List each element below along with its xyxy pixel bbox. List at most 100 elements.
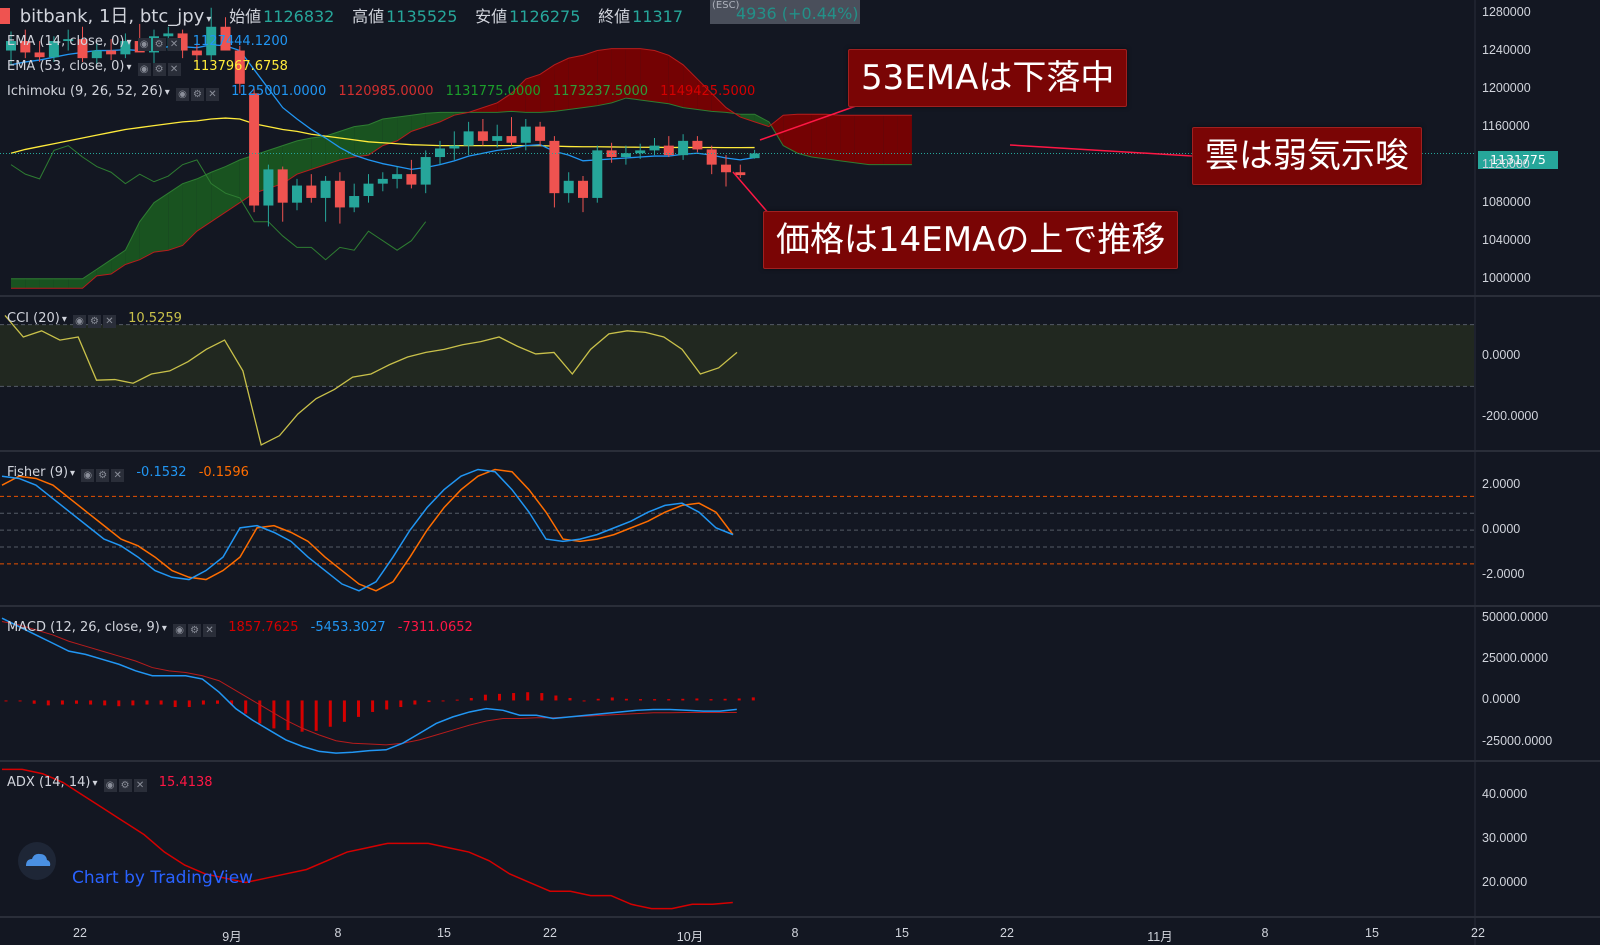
close-icon[interactable]: ✕ xyxy=(111,469,125,482)
candle-body xyxy=(91,50,102,59)
eye-icon[interactable]: ◉ xyxy=(81,469,95,482)
y-tick-label: 1200000 xyxy=(1482,80,1531,95)
symbol-dropdown-icon[interactable]: ▾ xyxy=(206,14,212,25)
ichimoku-cloud-segment xyxy=(511,79,526,113)
esc-label: (ESC) xyxy=(712,0,740,11)
macd-signal-line xyxy=(1,621,737,746)
legend-ema53[interactable]: EMA (53, close, 0) ▾ ◉ ⚙ ✕ 1137967.6758 xyxy=(7,59,288,76)
cloud-icon xyxy=(26,853,51,866)
cci-dropdown-icon[interactable]: ▾ xyxy=(61,314,67,325)
macd-histogram-bar xyxy=(385,700,389,710)
close-icon[interactable]: ✕ xyxy=(167,38,181,51)
ichimoku-value-2: 1120985.0000 xyxy=(338,84,434,99)
macd-histogram-bar xyxy=(145,700,149,705)
open-value: 1126832 xyxy=(263,7,335,26)
close-icon[interactable]: ✕ xyxy=(133,779,147,792)
legend-cci[interactable]: CCI (20) ▾ ◉ ⚙ ✕ 10.5259 xyxy=(7,311,182,328)
ichimoku-cloud-segment xyxy=(554,58,569,112)
macd-histogram-bar xyxy=(18,700,22,702)
annotation-price[interactable]: 価格は14EMAの上で推移 xyxy=(763,211,1179,269)
candle-body xyxy=(735,172,746,176)
esc-overlay[interactable]: (ESC) 4936 (+0.44%) xyxy=(710,0,860,24)
candle-body xyxy=(306,185,317,198)
ema53-dropdown-icon[interactable]: ▾ xyxy=(126,62,132,73)
macd-histogram-bar xyxy=(427,700,431,703)
macd-histogram-bar xyxy=(469,697,473,701)
macd-histogram-bar xyxy=(357,700,360,717)
close-icon[interactable]: ✕ xyxy=(167,63,181,76)
close-value: 11317 xyxy=(632,7,684,26)
y-tick-label: 20.0000 xyxy=(1482,874,1528,889)
macd-histogram-bar xyxy=(272,700,276,729)
ichimoku-cloud-segment xyxy=(768,115,784,146)
gear-icon[interactable]: ⚙ xyxy=(118,779,132,792)
macd-histogram-bar xyxy=(117,700,121,707)
symbol-label[interactable]: bitbank, 1日, btc_jpy xyxy=(19,6,205,27)
x-tick-label: 10月 xyxy=(676,930,704,944)
eye-icon[interactable]: ◉ xyxy=(72,315,86,328)
tradingview-logo[interactable] xyxy=(18,842,56,880)
candle-body xyxy=(449,145,460,149)
legend-ema14[interactable]: EMA (14, close, 0) ▾ ◉ ⚙ ✕ 1127444.1200 xyxy=(7,34,288,51)
candle-body xyxy=(77,39,88,59)
candle-body xyxy=(635,150,646,154)
ichimoku-cloud-segment xyxy=(540,64,555,113)
legend-adx[interactable]: ADX (14, 14) ▾ ◉ ⚙ ✕ 15.4138 xyxy=(7,775,213,792)
eye-icon[interactable]: ◉ xyxy=(137,63,151,76)
legend-ichimoku[interactable]: Ichimoku (9, 26, 52, 26) ▾ ◉ ⚙ ✕ 1125001.00… xyxy=(7,84,755,101)
ichimoku-cloud-segment xyxy=(125,221,140,265)
gear-icon[interactable]: ⚙ xyxy=(96,469,110,482)
fisher-trigger-line xyxy=(1,468,734,592)
annotation-price-pointer xyxy=(732,171,771,216)
x-tick-label: 15 xyxy=(437,926,451,940)
close-icon[interactable]: ✕ xyxy=(102,315,116,328)
ichimoku-cloud-segment xyxy=(68,278,83,289)
close-icon[interactable]: ✕ xyxy=(205,88,219,101)
ichimoku-cloud-segment xyxy=(225,159,240,213)
gear-icon[interactable]: ⚙ xyxy=(152,63,166,76)
ichimoku-cloud-segment xyxy=(211,166,226,222)
candle-body xyxy=(435,148,445,158)
span-b-line xyxy=(11,48,912,289)
low-value: 1126275 xyxy=(509,7,581,26)
ichimoku-cloud-segment xyxy=(182,178,197,246)
macd-histogram-bar xyxy=(32,700,36,704)
annotation-ema53[interactable]: 53EMAは下落中 xyxy=(848,49,1128,107)
ichimoku-cloud-segment xyxy=(740,114,755,122)
legend-macd[interactable]: MACD (12, 26, close, 9) ▾ ◉ ⚙ ✕ 1857.7625 -… xyxy=(7,620,473,637)
ema14-dropdown-icon[interactable]: ▾ xyxy=(126,37,132,48)
close-icon[interactable]: ✕ xyxy=(203,624,217,637)
x-tick-label: 8 xyxy=(791,926,799,940)
annotation-cloud[interactable]: 雲は弱気示唆 xyxy=(1192,127,1422,185)
eye-icon[interactable]: ◉ xyxy=(175,88,189,101)
candle-body xyxy=(463,131,474,146)
candle-body xyxy=(420,157,431,185)
candle-body xyxy=(63,39,74,42)
macd-histogram-bar xyxy=(568,697,572,701)
adx-dropdown-icon[interactable]: ▾ xyxy=(92,778,98,789)
gear-icon[interactable]: ⚙ xyxy=(188,624,202,637)
low-label: 安値 xyxy=(475,7,508,26)
gear-icon[interactable]: ⚙ xyxy=(190,88,204,101)
eye-icon[interactable]: ◉ xyxy=(103,779,117,792)
macd-histogram-bar xyxy=(624,698,628,701)
gear-icon[interactable]: ⚙ xyxy=(152,38,166,51)
candle-body xyxy=(234,50,245,84)
ichimoku-cloud-segment xyxy=(497,93,512,113)
ichimoku-cloud-segment xyxy=(854,115,869,165)
ichimoku-dropdown-icon[interactable]: ▾ xyxy=(164,87,170,98)
macd-histogram-bar xyxy=(596,698,600,701)
tradingview-branding[interactable]: Chart by TradingView xyxy=(72,868,254,888)
cci-band xyxy=(0,324,1474,387)
fisher-dropdown-icon[interactable]: ▾ xyxy=(70,468,76,479)
legend-fisher[interactable]: Fisher (9) ▾ ◉ ⚙ ✕ -0.1532 -0.1596 xyxy=(7,465,249,482)
x-tick-label: 22 xyxy=(1000,926,1014,940)
gear-icon[interactable]: ⚙ xyxy=(87,315,101,328)
macd-histogram-bar xyxy=(709,699,713,701)
eye-icon[interactable]: ◉ xyxy=(173,624,187,637)
macd-dropdown-icon[interactable]: ▾ xyxy=(161,623,167,634)
eye-icon[interactable]: ◉ xyxy=(137,38,151,51)
ichimoku-cloud-segment xyxy=(397,115,412,141)
x-tick-label: 22 xyxy=(543,926,557,940)
